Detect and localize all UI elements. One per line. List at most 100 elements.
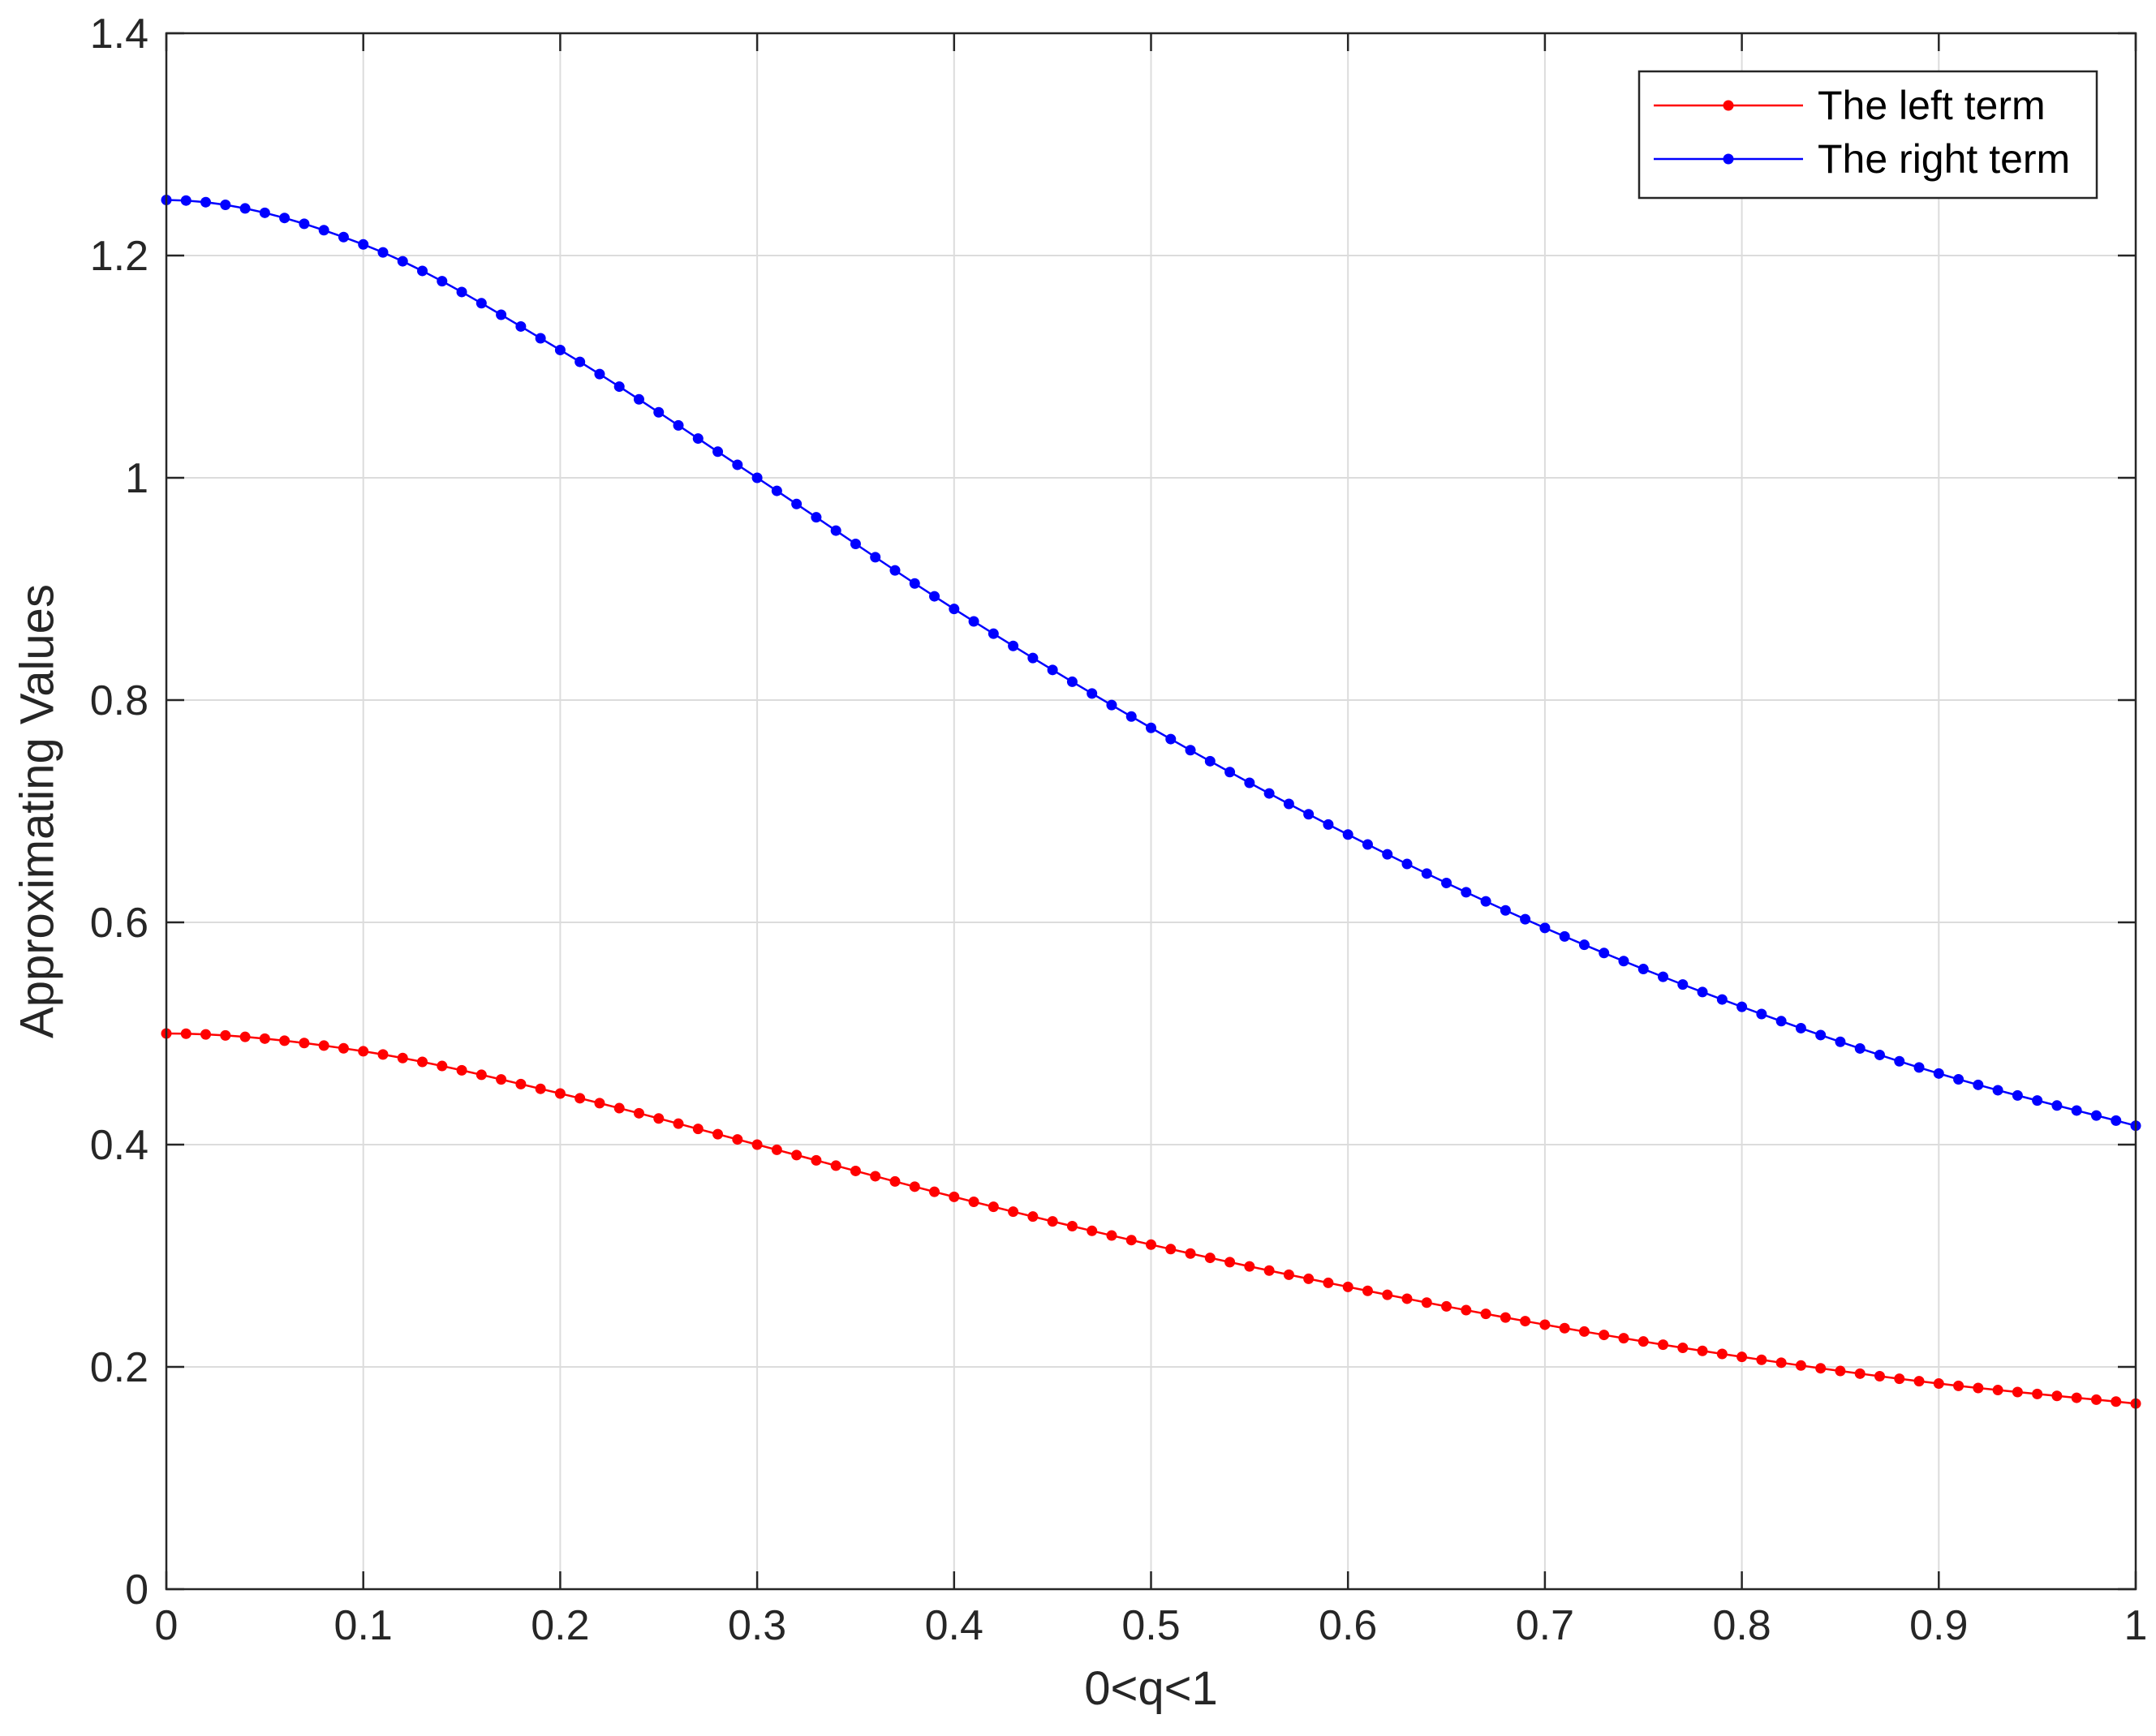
series-marker <box>1658 971 1669 982</box>
series-marker <box>1618 1333 1629 1344</box>
series-marker <box>2111 1115 2122 1126</box>
series-marker <box>771 1144 782 1155</box>
series-marker <box>1953 1073 1964 1085</box>
series-marker <box>535 1083 546 1094</box>
series-marker <box>929 1186 940 1197</box>
series-marker <box>496 1074 507 1085</box>
series-marker <box>1283 798 1294 810</box>
series-marker <box>1047 664 1058 676</box>
series-marker <box>712 446 724 458</box>
x-tick-label: 0.2 <box>531 1602 589 1649</box>
x-tick-label: 0.9 <box>1909 1602 1968 1649</box>
legend-marker <box>1723 100 1734 111</box>
series-marker <box>1894 1373 1905 1385</box>
series-marker <box>318 1040 329 1051</box>
series-marker <box>515 1078 527 1089</box>
series-marker <box>476 1069 487 1081</box>
series-marker <box>239 203 251 214</box>
series-marker <box>1658 1339 1669 1351</box>
series-marker <box>1244 1261 1255 1272</box>
series-marker <box>751 1139 763 1150</box>
series-marker <box>220 200 231 211</box>
series-marker <box>1185 745 1196 756</box>
series-marker <box>1795 1022 1806 1033</box>
x-tick-label: 0 <box>155 1602 179 1649</box>
series-marker <box>1933 1378 1944 1390</box>
series-marker <box>1874 1049 1885 1060</box>
series-marker <box>968 1197 979 1208</box>
series-marker <box>1520 1316 1531 1327</box>
series-marker <box>1441 877 1452 888</box>
series-marker <box>2032 1095 2043 1106</box>
series-1 <box>161 1028 2141 1409</box>
series-marker <box>830 525 841 536</box>
series-marker <box>1263 1265 1275 1276</box>
series-marker <box>1421 1297 1432 1308</box>
series-marker <box>1066 1220 1078 1231</box>
series-marker <box>1362 839 1373 850</box>
series-marker <box>692 1124 704 1135</box>
series-marker <box>417 265 428 277</box>
series-marker <box>1401 1293 1413 1304</box>
legend: The left term The right term <box>1637 70 2098 200</box>
series-marker <box>554 1088 566 1099</box>
series-marker <box>929 591 940 602</box>
series-marker <box>2071 1105 2082 1116</box>
series-marker <box>1165 1244 1177 1255</box>
series-marker <box>1953 1380 1964 1391</box>
series-marker <box>1146 722 1156 733</box>
series-marker <box>1244 777 1255 789</box>
legend-box <box>1637 70 2098 200</box>
series-marker <box>751 472 763 483</box>
series-marker <box>1342 1281 1353 1292</box>
series-marker <box>259 1033 270 1044</box>
y-tick-label: 1.2 <box>90 233 148 280</box>
series-marker <box>1382 849 1393 860</box>
series-marker <box>949 1191 960 1202</box>
series-marker <box>1992 1385 2003 1396</box>
series-marker <box>377 1049 389 1060</box>
series-marker <box>870 1171 881 1182</box>
y-tick-label: 1 <box>125 455 148 502</box>
x-tick-label: 0.4 <box>925 1602 983 1649</box>
series-marker <box>1599 947 1610 959</box>
series-marker <box>1323 819 1334 830</box>
series-marker <box>1066 676 1078 687</box>
series-marker <box>338 1042 349 1054</box>
series-marker <box>2032 1388 2043 1399</box>
series-marker <box>279 213 290 224</box>
series-marker <box>1539 922 1551 934</box>
series-marker <box>673 1118 684 1129</box>
ticks: 0 0.1 0.2 0.3 0.4 0.5 0.6 0.7 0.8 0.9 1 0 0.2 0.4 0.6 0… <box>90 11 2148 1649</box>
series-marker <box>949 604 960 615</box>
series-marker <box>377 247 389 258</box>
series-marker <box>1874 1371 1885 1382</box>
series-marker <box>1480 1308 1491 1320</box>
series-marker <box>1303 1273 1315 1284</box>
series-marker <box>318 225 329 236</box>
series-marker <box>712 1128 724 1140</box>
series-marker <box>1815 1363 1827 1374</box>
series-marker <box>1263 788 1275 799</box>
x-tick-label: 0.3 <box>728 1602 786 1649</box>
series-marker <box>1835 1036 1846 1047</box>
series-marker <box>1539 1319 1551 1330</box>
series-marker <box>791 498 803 509</box>
series-marker <box>1165 733 1177 745</box>
x-tick-label: 0.1 <box>334 1602 393 1649</box>
series-marker <box>1047 1216 1058 1227</box>
series-marker <box>1835 1365 1846 1377</box>
series-marker <box>1421 868 1432 879</box>
series-marker <box>1008 1206 1019 1218</box>
series-marker <box>889 1175 901 1187</box>
series-marker <box>653 1113 665 1124</box>
series-marker <box>1008 640 1019 651</box>
series-marker <box>1303 809 1315 820</box>
series-marker <box>1559 1322 1570 1334</box>
series-marker <box>1599 1330 1610 1341</box>
series-marker <box>1461 887 1472 898</box>
y-axis-title: Approximating Values <box>11 584 63 1038</box>
series-marker <box>239 1031 251 1042</box>
series-marker <box>2111 1396 2122 1407</box>
series-marker <box>613 381 625 393</box>
